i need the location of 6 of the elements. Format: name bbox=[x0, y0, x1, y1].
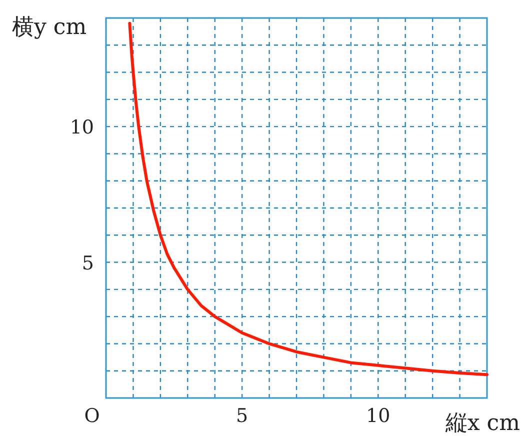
x-axis-title: 縦x cm bbox=[444, 411, 520, 436]
x-tick-label: 5 bbox=[236, 405, 248, 427]
line-series bbox=[128, 22, 488, 376]
x-tick-label: 10 bbox=[366, 405, 390, 427]
x-tick-label: O bbox=[84, 405, 100, 427]
y-axis-title: 横y cm bbox=[12, 15, 87, 40]
